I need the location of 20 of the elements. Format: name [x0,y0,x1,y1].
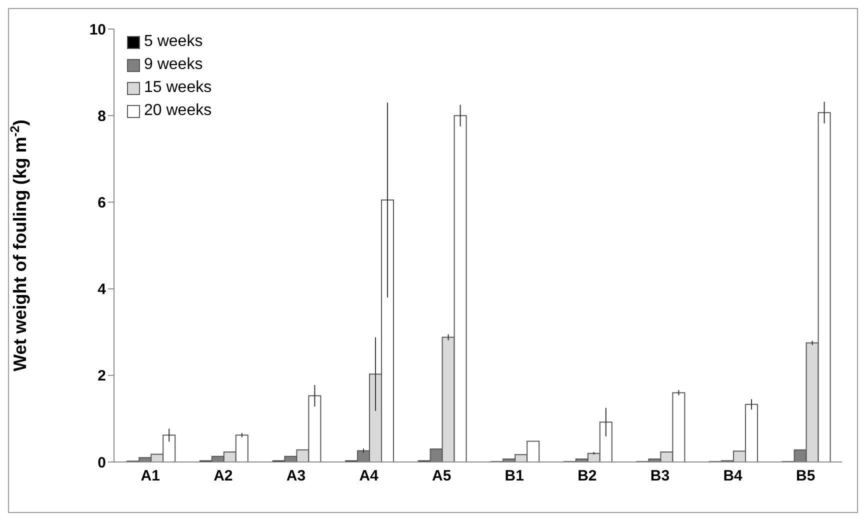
x-tick-label: B3 [650,468,670,485]
x-tick-label: A2 [214,468,233,485]
legend-label: 20 weeks [144,102,212,120]
y-tick-label: 8 [98,108,106,125]
y-tick-label: 0 [98,454,106,472]
legend-label: 5 weeks [144,33,203,51]
y-tick-label: 10 [89,21,106,38]
x-tick-label: B2 [578,468,597,485]
x-tick-label: A1 [140,468,160,485]
y-tick-label: 2 [98,368,106,385]
x-tick-label: A5 [432,468,452,485]
y-tick-label: 4 [98,281,107,298]
x-tick-label: A3 [286,468,306,485]
x-tick-label: B4 [723,468,744,485]
x-tick-label: A4 [359,468,380,485]
x-tick-label: B5 [796,468,816,485]
y-tick-label: 6 [98,194,106,212]
legend-label: 9 weeks [144,56,203,74]
legend-label: 15 weeks [144,79,212,97]
x-tick-label: B1 [504,468,524,485]
